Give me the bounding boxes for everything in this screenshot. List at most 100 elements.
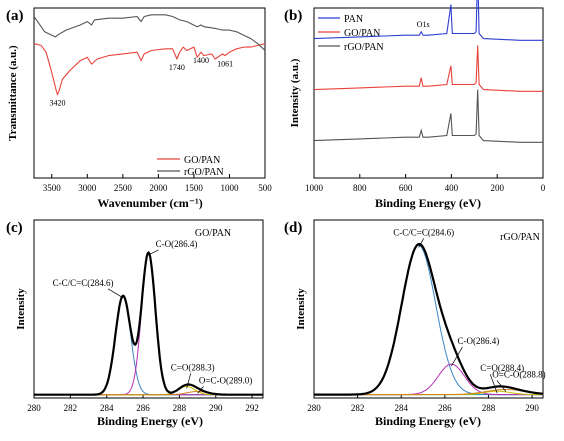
panel-b-xtick-label: 400 [445,183,459,193]
panel-d-xtick-label: 282 [351,403,365,413]
annotation-leader [418,238,424,248]
panel-a-annotations: 3420 1740 1400 1061 [49,56,233,107]
annotation-3420: 3420 [49,99,65,108]
panel-b-xtick-label: 800 [353,183,367,193]
panel-c-curves [34,250,263,396]
panel-a-xtick-label: 2000 [149,183,168,193]
annotation-leader [489,374,498,394]
panel-c-xtick-label: 284 [100,403,114,413]
annotation-c-o-288-3: C=O(288.3) [171,362,215,372]
legend-label-go-pan-b: GO/PAN [344,28,380,39]
panel-d-xtick-label: 290 [525,403,539,413]
annotation-1740: 1740 [169,63,185,72]
panel-d-xlabel: Binding Energy (eV) [375,414,481,428]
panel-c-xtick-label: 286 [136,403,150,413]
fit-peak-c-o-288-3 [34,386,263,396]
panel-c-xtick-label: 292 [245,403,259,413]
panel-c: (c) GO/PAN Intensity Binding Energy (eV)… [6,219,264,428]
panel-d-ylabel: Intensity [295,288,307,330]
series-rgo-pan [313,89,543,143]
panel-a-xtick-label: 2500 [114,183,133,193]
panel-b-xlabel: Binding Energy (eV) [375,196,481,210]
panel-b-ticks: 1000 800 600 400 200 0 [305,174,546,193]
panel-b-xtick-label: 0 [541,183,546,193]
annotation-leader [496,380,507,392]
panel-c-frame [33,219,264,399]
legend-label-pan: PAN [344,14,363,25]
fit-envelope [34,250,263,396]
annotation-c-c-c-c-284-6: C-C/C=C(284.6) [393,227,454,237]
panel-c-xlabel-unit: (eV) [181,414,203,428]
panel-c-ylabel-text: Intensity [15,288,27,330]
panel-a: (a) Transmittance (a.u.) Wavenumber (cm⁻… [6,7,272,210]
panel-a-xtick-label: 500 [258,183,272,193]
panel-d-label: (d) [284,220,302,236]
panel-a-xtick-label: 3000 [78,183,97,193]
panel-a-xtick-label: 1500 [185,183,204,193]
fit-envelope [314,243,543,396]
annotation-leader [451,346,463,367]
panel-a-xtick-label: 1000 [220,183,239,193]
panel-b-xlabel-unit: (eV) [459,196,481,210]
annotation-leader [148,249,159,256]
panel-a-frame [33,7,266,179]
panel-d-xtick-label: 284 [394,403,408,413]
panel-b-annotations: O1sN1sC1s [417,0,460,29]
panel-a-ylabel: Transmittance (a.u.) [7,45,19,141]
panel-b-ylabel: Intensity (a.u.) [289,58,301,127]
annotation-o1s: O1s [417,20,430,29]
panel-b-xtick-label: 1000 [305,183,324,193]
panel-d-xlabel-main: Binding Energy [375,414,456,428]
legend-label-rgo-pan-b: rGO/PAN [344,42,384,53]
annotation-leader [186,373,192,389]
panel-c-xtick-label: 288 [173,403,187,413]
panel-a-curves [33,14,266,96]
series-go-pan [313,45,543,92]
panel-c-xtick-label: 290 [209,403,223,413]
annotation-leader [197,386,204,394]
panel-c-xtick-label: 282 [64,403,78,413]
panel-d-xtick-label: 280 [307,403,321,413]
panel-c-annotations: C-C/C=C(284.6) C-O(286.4) C=O(288.3) O=C-O(… [53,239,252,394]
panel-d: (d) rGO/PAN Intensity Binding Energy (eV… [284,219,546,428]
legend-label-rgo-pan: rGO/PAN [184,167,224,178]
panel-d-title: rGO/PAN [500,232,540,243]
panel-b-label: (b) [284,8,302,24]
panel-a-legend: GO/PAN rGO/PAN [157,155,224,178]
legend-label-go-pan: GO/PAN [184,155,220,166]
panel-b-xlabel-main: Binding Energy [375,196,456,210]
annotation-c-o-288-4: C=O(288.4) [480,363,524,373]
annotation-c-o-286-4: C-O(286.4) [156,239,198,249]
panel-d-xlabel-unit: (eV) [459,414,481,428]
panel-b: (b) Intensity (a.u.) Binding Energy (eV)… [284,0,546,210]
panel-a-ylabel-text: Transmittance (a.u.) [7,45,19,141]
annotation-1061: 1061 [217,60,233,69]
panel-a-label: (a) [6,8,24,24]
panel-d-annotations: C-C/C=C(284.6) C-O(286.4) C=O(288.4)O=C-O(… [393,227,546,394]
panel-d-ticks: 280 282 284 286 288 290 [307,394,539,413]
fit-peak-c-o-286-4 [34,252,263,396]
panel-d-curves [314,243,544,396]
panel-a-xlabel-main: Wavenumber [97,196,167,210]
panel-a-xlabel: Wavenumber (cm⁻¹) [97,196,202,210]
panel-b-ylabel-text: Intensity (a.u.) [289,58,301,127]
panel-a-xlabel-unit: (cm⁻¹) [169,196,202,210]
annotation-o-c-o-288-8: O=C-O(288.8) [492,370,545,380]
panel-a-xtick-label: 3500 [43,183,62,193]
panel-b-xtick-label: 200 [490,183,504,193]
annotation-1400: 1400 [193,56,209,65]
panel-c-ticks: 280 282 284 286 288 290 292 [27,394,259,413]
panel-d-frame [313,219,544,399]
annotation-c-o-286-4: C-O(286.4) [458,336,500,346]
panel-d-xtick-label: 288 [482,403,496,413]
panel-b-ylabel-unit: (a.u.) [289,58,301,83]
panel-c-ylabel: Intensity [15,288,27,330]
panel-b-legend: PAN GO/PAN rGO/PAN [318,14,384,53]
panel-d-xtick-label: 286 [438,403,452,413]
panel-c-xtick-label: 280 [27,403,41,413]
annotation-leader [107,288,124,299]
annotation-n1s: N1s [447,0,460,2]
panel-c-xlabel: Binding Energy (eV) [97,414,203,428]
series-pan [313,0,543,41]
